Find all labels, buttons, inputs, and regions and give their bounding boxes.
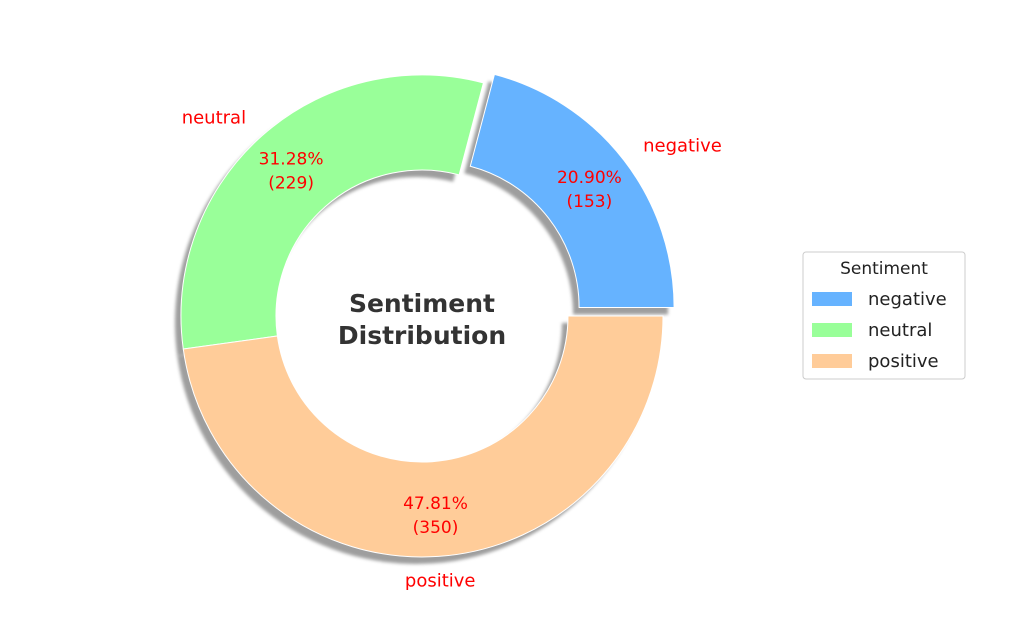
center-title: Sentiment Distribution [338, 289, 506, 350]
legend-title: Sentiment [840, 259, 928, 279]
legend-swatch-neutral [812, 323, 852, 337]
slice-negative [469, 73, 675, 308]
center-title-line-1: Sentiment [349, 289, 495, 318]
slice-percent-positive: 47.81% [403, 494, 468, 514]
slice-count-negative: (153) [567, 192, 613, 212]
legend-swatch-positive [812, 354, 852, 368]
slice-label-positive: positive [405, 571, 476, 592]
legend-swatch-negative [812, 292, 852, 306]
slice-positive [182, 315, 664, 558]
center-title-line-2: Distribution [338, 321, 506, 350]
slice-neutral [180, 74, 484, 350]
slice-label-negative: negative [643, 136, 722, 157]
slice-label-neutral: neutral [182, 108, 246, 129]
slice-percent-neutral: 31.28% [259, 149, 324, 169]
legend-entries: negative neutral positive [812, 289, 947, 372]
slice-percent-negative: 20.90% [557, 168, 622, 188]
legend-label-positive: positive [868, 351, 939, 372]
donut-slices [180, 73, 675, 558]
slice-count-neutral: (229) [268, 173, 314, 193]
slice-count-positive: (350) [413, 518, 459, 538]
slice-labels: negative 20.90% (153) neutral 31.28% (229) pos… [182, 108, 722, 592]
legend-label-negative: negative [868, 289, 947, 310]
legend-label-neutral: neutral [868, 320, 932, 341]
legend-frame [802, 251, 966, 380]
legend: Sentiment negative neutral positive [802, 251, 966, 380]
